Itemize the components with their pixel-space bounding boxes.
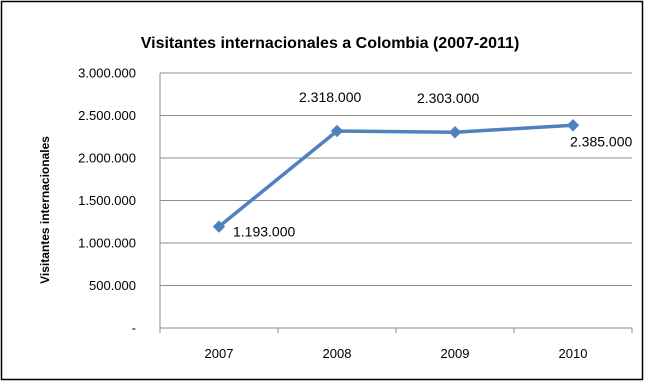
data-label: 2.303.000 [417,90,479,106]
x-tick-label: 2010 [559,346,588,361]
data-series [212,119,580,233]
y-axis-label: Visitantes internacionales [38,136,52,284]
data-point-marker [212,220,226,233]
x-tick-labels: 2007 2008 2009 2010 [205,346,588,361]
chart-title: Visitantes internacionales a Colombia (2… [141,35,520,52]
data-labels: 1.193.000 2.318.000 2.303.000 2.385.000 [233,89,632,240]
y-tick-label: 1.000.000 [78,236,136,251]
data-label: 1.193.000 [233,224,295,240]
data-point-marker [566,119,580,132]
data-point-marker [330,124,344,138]
y-tick-label: 1.500.000 [78,193,136,208]
y-tick-label: - [132,321,136,336]
y-tick-label: 3.000.000 [78,66,136,81]
y-tick-label: 500.000 [89,278,136,293]
x-tick-label: 2007 [205,346,234,361]
x-tick-label: 2009 [441,346,470,361]
gridlines [159,72,633,333]
y-tick-label: 2.500.000 [78,108,136,123]
y-tick-labels: - 500.000 1.000.000 1.500.000 2.000.000 2.500… [78,66,136,336]
y-tick-label: 2.000.000 [78,151,136,166]
data-label: 2.385.000 [570,133,632,149]
data-point-marker [448,126,462,139]
x-tick-label: 2008 [323,346,352,361]
data-label: 2.318.000 [299,89,361,105]
series-line [217,123,574,228]
